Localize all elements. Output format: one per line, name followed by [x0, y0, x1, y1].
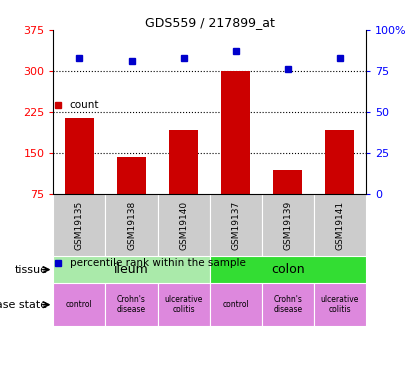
Text: Crohn's
disease: Crohn's disease	[117, 295, 146, 314]
Bar	[210, 194, 262, 256]
Text: GSM19135: GSM19135	[75, 201, 84, 250]
Bar	[262, 194, 314, 256]
Bar	[210, 256, 366, 283]
Text: Crohn's
disease: Crohn's disease	[273, 295, 302, 314]
Text: GSM19138: GSM19138	[127, 201, 136, 250]
Text: GSM19137: GSM19137	[231, 201, 240, 250]
Bar	[53, 283, 106, 326]
Text: control: control	[66, 300, 93, 309]
Bar	[53, 256, 210, 283]
Text: ulcerative
colitis: ulcerative colitis	[164, 295, 203, 314]
Bar	[210, 283, 262, 326]
Text: GSM19139: GSM19139	[283, 201, 292, 250]
Bar	[262, 283, 314, 326]
Bar	[106, 194, 157, 256]
Bar	[53, 194, 106, 256]
Text: ileum: ileum	[114, 263, 149, 276]
Bar	[106, 283, 157, 326]
Text: percentile rank within the sample: percentile rank within the sample	[70, 258, 246, 267]
Bar	[314, 194, 366, 256]
Bar	[221, 71, 250, 194]
Text: disease state: disease state	[0, 300, 47, 310]
Text: control: control	[222, 300, 249, 309]
Bar	[117, 157, 146, 194]
Bar	[65, 118, 94, 194]
Text: count: count	[70, 100, 99, 110]
Text: GSM19140: GSM19140	[179, 201, 188, 250]
Text: GSM19141: GSM19141	[335, 201, 344, 250]
Bar	[326, 130, 354, 194]
Bar	[169, 130, 198, 194]
Bar	[314, 283, 366, 326]
Text: colon: colon	[271, 263, 305, 276]
Bar	[157, 283, 210, 326]
Text: ulcerative
colitis: ulcerative colitis	[321, 295, 359, 314]
Bar	[157, 194, 210, 256]
Bar	[273, 170, 302, 194]
Title: GDS559 / 217899_at: GDS559 / 217899_at	[145, 16, 275, 29]
Text: tissue: tissue	[14, 265, 47, 274]
